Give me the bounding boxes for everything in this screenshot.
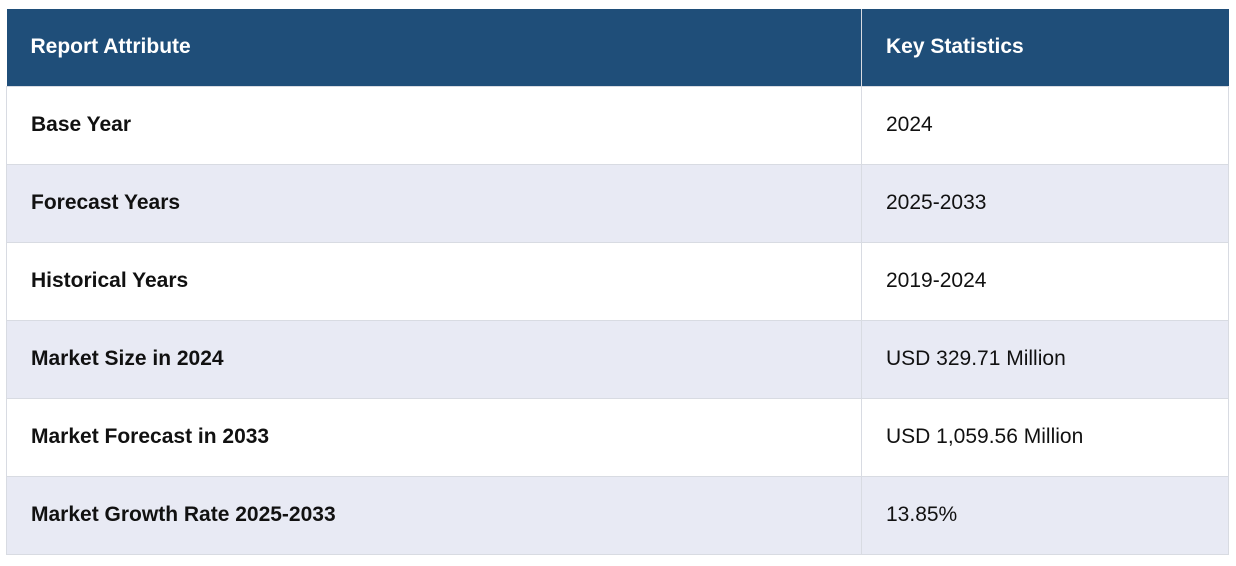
table-row: Market Growth Rate 2025-2033 13.85% [6,475,1229,555]
row-attribute: Forecast Years [6,163,862,243]
table-row: Market Forecast in 2033 USD 1,059.56 Mil… [6,397,1229,477]
report-statistics-table: Report Attribute Key Statistics Base Yea… [6,9,1229,555]
row-value: 2025-2033 [861,163,1229,243]
row-value: 2024 [861,85,1229,165]
report-statistics-table-container: Report Attribute Key Statistics Base Yea… [6,9,1229,555]
header-report-attribute: Report Attribute [6,9,862,87]
table-row: Base Year 2024 [6,85,1229,165]
table-row: Historical Years 2019-2024 [6,241,1229,321]
row-attribute: Historical Years [6,241,862,321]
header-key-statistics: Key Statistics [861,9,1229,87]
row-attribute: Market Size in 2024 [6,319,862,399]
row-value: 13.85% [861,475,1229,555]
row-value: USD 329.71 Million [861,319,1229,399]
table-row: Market Size in 2024 USD 329.71 Million [6,319,1229,399]
table-row: Forecast Years 2025-2033 [6,163,1229,243]
row-value: USD 1,059.56 Million [861,397,1229,477]
row-attribute: Market Growth Rate 2025-2033 [6,475,862,555]
table-header-row: Report Attribute Key Statistics [6,9,1229,87]
row-attribute: Market Forecast in 2033 [6,397,862,477]
row-attribute: Base Year [6,85,862,165]
row-value: 2019-2024 [861,241,1229,321]
